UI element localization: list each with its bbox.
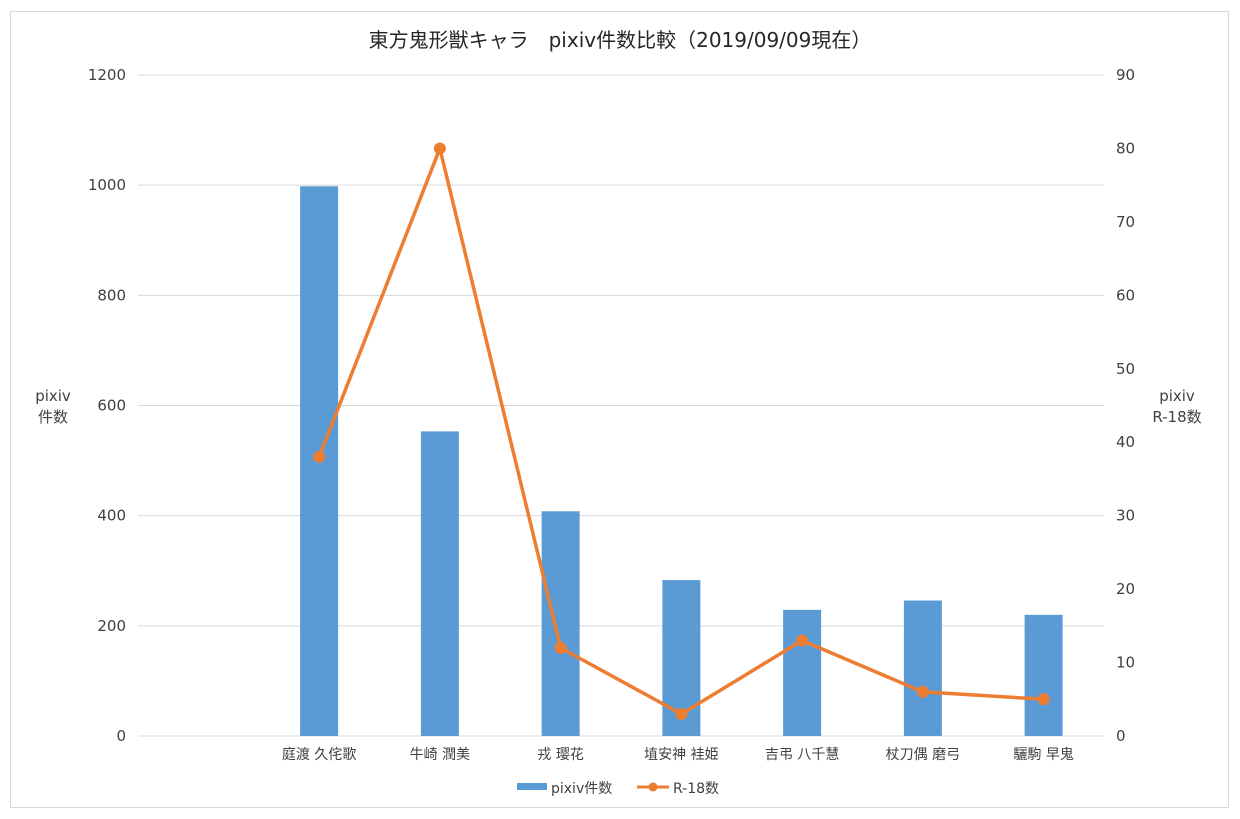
- line-point: [313, 450, 326, 463]
- left-axis-tick-label: 1200: [88, 66, 126, 84]
- legend-bar-swatch: [517, 783, 547, 790]
- right-axis-tick-label: 60: [1116, 286, 1135, 304]
- category-label: 庭渡 久侘歌: [282, 746, 356, 763]
- left-axis-tick-label: 1000: [88, 176, 126, 194]
- line-series: [313, 142, 1050, 720]
- category-labels: 庭渡 久侘歌 牛崎 潤美 戎 璎花 埴安神 袿姫 吉弔 八千慧 杖刀偶 磨弓 驪駒 早鬼: [282, 746, 1074, 763]
- line-point: [796, 634, 809, 647]
- line-point: [433, 142, 446, 155]
- legend-line-label: R-18数: [673, 781, 719, 797]
- line-point: [554, 641, 567, 654]
- category-label: 牛崎 潤美: [410, 747, 470, 763]
- chart-title: 東方鬼形獣キャラ pixiv件数比較（2019/09/09現在）: [369, 28, 872, 52]
- right-axis-tick-label: 10: [1116, 654, 1135, 672]
- right-axis-tick-label: 70: [1116, 213, 1135, 231]
- legend-line-marker: [648, 782, 658, 792]
- bar: [783, 609, 822, 736]
- category-label: 杖刀偶 磨弓: [886, 747, 960, 763]
- bar: [903, 600, 942, 736]
- left-axis-tick-label: 400: [97, 507, 126, 525]
- bar: [541, 511, 580, 736]
- category-label: 埴安神 袿姫: [644, 747, 718, 763]
- left-axis-ticks: 0 200 400 600 800 1000 1200: [88, 66, 126, 745]
- bar-series: [300, 186, 1063, 737]
- bar: [1024, 614, 1063, 736]
- category-label: 吉弔 八千慧: [765, 747, 839, 763]
- bar: [420, 431, 459, 736]
- gridlines: [138, 74, 1104, 737]
- right-axis-label-line1: pixiv: [1159, 387, 1195, 405]
- right-axis-tick-label: 0: [1116, 727, 1126, 745]
- legend-bar-label: pixiv件数: [551, 781, 612, 797]
- left-axis-tick-label: 600: [97, 397, 126, 415]
- right-axis-tick-label: 20: [1116, 580, 1135, 598]
- left-axis-tick-label: 800: [97, 286, 126, 304]
- right-axis-tick-label: 90: [1116, 66, 1135, 84]
- right-axis-label-line2: R-18数: [1152, 408, 1201, 426]
- line-point: [1037, 693, 1050, 706]
- right-axis-ticks: 0 10 20 30 40 50 60 70 80 90: [1116, 66, 1135, 745]
- line-point: [675, 707, 688, 720]
- line-point: [916, 685, 929, 698]
- category-label: 驪駒 早鬼: [1013, 747, 1073, 763]
- right-axis-tick-label: 40: [1116, 433, 1135, 451]
- legend: pixiv件数 R-18数: [517, 781, 719, 797]
- right-axis-tick-label: 50: [1116, 360, 1135, 378]
- left-axis-label-line2: 件数: [38, 408, 68, 426]
- right-axis-tick-label: 80: [1116, 139, 1135, 157]
- left-axis-label-line1: pixiv: [35, 387, 71, 405]
- right-axis-tick-label: 30: [1116, 507, 1135, 525]
- category-label: 戎 璎花: [537, 747, 583, 763]
- left-axis-tick-label: 200: [97, 617, 126, 635]
- left-axis-tick-label: 0: [116, 727, 126, 745]
- chart-frame: [10, 11, 1229, 808]
